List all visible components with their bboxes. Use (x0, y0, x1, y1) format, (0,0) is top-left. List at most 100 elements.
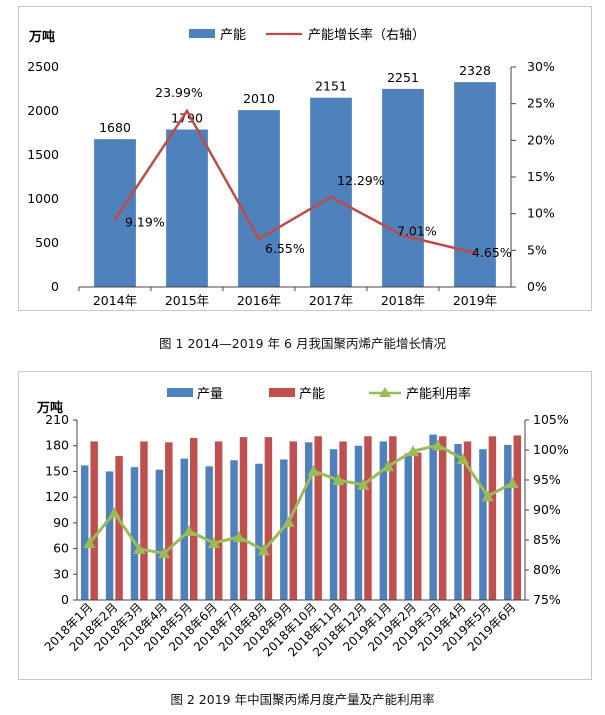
chart2-capacity-bar (115, 456, 123, 600)
chart1-y-tick-label: 0 (51, 279, 59, 294)
figure2-caption: 图 2 2019 年中国聚丙烯月度产量及产能利用率 (170, 692, 435, 707)
chart2-y-tick-label: 120 (45, 489, 69, 504)
chart2-output-bar (379, 441, 388, 600)
chart2-utilization-point (282, 516, 295, 527)
chart1-x-tick-label: 2015年 (165, 293, 209, 308)
chart2-legend-rate-label: 产能利用率 (406, 386, 471, 402)
chart1-y2-tick-label: 5% (527, 242, 547, 257)
chart2-utilization-point (481, 490, 494, 502)
chart2-utilization-point (431, 439, 444, 451)
chart2-y2-tick-label: 75% (533, 592, 561, 607)
chart2-capacity-bar (289, 441, 298, 600)
chart2-y-tick-label: 60 (53, 541, 69, 556)
chart1-y-tick-label: 2500 (27, 59, 59, 74)
chart2-capacity-bar (414, 452, 422, 600)
chart2-output-bar (454, 444, 462, 600)
chart2-capacity-bar (90, 441, 98, 600)
chart2-utilization-point (456, 453, 469, 464)
chart1-y2-tick-label: 20% (527, 132, 555, 147)
chart2-legend-output-swatch (167, 388, 193, 397)
chart2-output-bar (80, 465, 89, 600)
chart2-output-bar (329, 449, 338, 600)
figure1-caption: 图 1 2014—2019 年 6 月我国聚丙烯产能增长情况 (159, 336, 446, 351)
chart2-y-tick-label: 210 (45, 412, 69, 427)
chart2-legend-rate-marker (379, 387, 391, 397)
chart2-utilization-point (357, 478, 370, 490)
chart2-output-bar (429, 434, 437, 600)
chart1-x-tick-label: 2014年 (93, 293, 137, 308)
chart1-bar (166, 129, 208, 287)
chart1-growth-point (113, 218, 117, 222)
chart2-output-bar (105, 471, 114, 600)
chart2-y2-tick-label: 100% (533, 442, 569, 457)
chart1-bar-value-label: 1680 (99, 120, 131, 135)
chart2-capacity-bar (339, 441, 347, 600)
chart1-growth-point (185, 109, 189, 113)
chart2-capacity-bar (488, 436, 497, 600)
chart1-bar-value-label: 2010 (243, 91, 275, 106)
chart2-capacity-bar (190, 438, 198, 600)
chart2-output-bar (479, 449, 487, 600)
chart1-bar-value-label: 2251 (387, 70, 419, 85)
chart2-output-bar (230, 460, 238, 600)
chart2-capacity-bar (463, 441, 472, 600)
chart2-y2-tick-label: 85% (533, 532, 561, 547)
chart1-y-tick-label: 500 (35, 235, 59, 250)
chart1-bar (382, 88, 424, 287)
chart2-y-tick-label: 150 (45, 463, 69, 478)
chart1-legend-bar-swatch (189, 29, 215, 38)
chart2-utilization-line (88, 443, 514, 555)
chart1-growth-value-label: 9.19% (125, 215, 165, 230)
chart2-capacity-bar (165, 442, 173, 600)
chart2-y-tick-label: 0 (61, 592, 69, 607)
chart2-utilization-point (83, 537, 96, 548)
chart2-capacity-bar (389, 436, 397, 600)
chart2-capacity-bar (364, 436, 372, 600)
chart1-panel: 万吨 产能 产能增长率（右轴） 0 500 1000 1500 2000 2500 0% 5% 10%… (18, 6, 592, 311)
chart2-utilization-point (232, 531, 245, 542)
chart2-y2-tick-label: 105% (533, 412, 569, 427)
chart2-output-bar (354, 445, 363, 600)
chart1-growth-value-label: 6.55% (265, 241, 305, 256)
chart1-growth-point (401, 234, 405, 238)
chart1-bar (238, 110, 280, 288)
chart2-capacity-bar (239, 437, 248, 600)
chart2-y2-tick-label: 80% (533, 562, 561, 577)
chart2-utilization-point (133, 543, 146, 554)
chart1-bar-value-label: 2151 (315, 79, 347, 94)
chart1-y2-tick-label: 10% (527, 206, 555, 221)
chart1-growth-value-label: 12.29% (337, 173, 385, 188)
chart2-y-tick-label: 30 (53, 566, 69, 581)
chart1-unit-label: 万吨 (28, 29, 55, 45)
chart2-legend-capacity-label: 产能 (299, 387, 325, 402)
chart2-utilization-point (108, 507, 121, 518)
chart1-growth-line (113, 108, 476, 255)
chart2-capacity-bar (513, 435, 522, 600)
chart2-output-bar (205, 466, 213, 600)
chart2-output-bar (280, 459, 288, 600)
chart1-growth-point (329, 195, 333, 199)
chart1-y-tick-label: 2000 (27, 103, 59, 118)
chart1-growth-point (473, 251, 477, 255)
chart2-output-bar (180, 458, 188, 600)
chart2-output-bar (304, 442, 313, 600)
chart1-legend-bar-label: 产能 (220, 28, 246, 43)
chart1-capacity-growth: 万吨 产能 产能增长率（右轴） 0 500 1000 1500 2000 2500 0% 5% 10%… (27, 27, 555, 308)
chart2-utilization-point (257, 544, 270, 556)
chart2-unit-label: 万吨 (36, 400, 63, 416)
chart2-output-bar (155, 469, 164, 600)
chart1-y-tick-label: 1500 (27, 147, 59, 162)
chart2-output-bar (504, 444, 512, 600)
chart2-capacity-bar (264, 437, 273, 600)
chart1-x-tick-label: 2018年 (381, 293, 425, 308)
chart1-x-tick-label: 2019年 (453, 293, 497, 308)
chart2-utilization-point (506, 477, 519, 488)
chart1-growth-value-label: 4.65% (472, 245, 512, 260)
chart2-legend-capacity-swatch (269, 388, 295, 397)
chart1-y2-tick-label: 15% (527, 169, 555, 184)
chart2-panel: 万吨 产量 产能 产能利用率 0 30 60 90 120 150 180 210 75% 80% 85% 9… (18, 371, 592, 680)
chart2-capacity-bar (314, 436, 322, 600)
chart1-y2-tick-label: 0% (527, 279, 547, 294)
chart2-monthly-output-utilization: 万吨 产量 产能 产能利用率 0 30 60 90 120 150 180 210 75% 80% 85% 9… (36, 386, 569, 659)
chart1-growth-value-label: 7.01% (397, 224, 437, 239)
